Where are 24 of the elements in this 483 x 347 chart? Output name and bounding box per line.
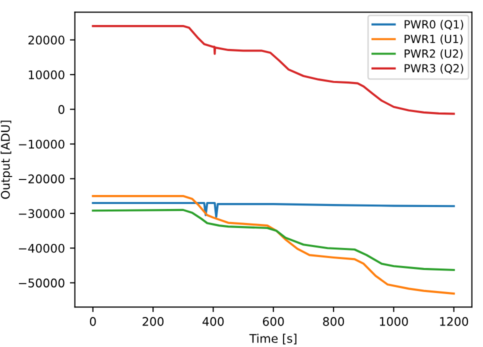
legend-label: PWR2 (U2): [404, 49, 463, 60]
x-tick-label: 800: [323, 317, 344, 326]
y-tick-label: −10000: [18, 140, 64, 149]
y-tick-label: 20000: [28, 36, 64, 45]
y-tick-label: 10000: [28, 70, 64, 80]
legend-label: PWR3 (Q2): [404, 64, 464, 74]
legend-label: PWR1 (U1): [404, 34, 463, 44]
y-tick-label: −30000: [18, 209, 64, 218]
x-tick-label: 400: [202, 317, 224, 326]
x-axis-title: Time [s]: [249, 334, 296, 344]
y-tick-label: 0: [58, 105, 64, 114]
y-tick-label: −40000: [18, 244, 64, 253]
y-tick-label: −20000: [18, 174, 64, 184]
x-tick-label: 200: [142, 317, 164, 326]
y-tick-label: −50000: [18, 278, 64, 288]
line-series: [92, 202, 455, 218]
x-tick-label: 600: [262, 317, 284, 326]
legend-label: PWR0 (Q1): [404, 20, 464, 30]
line-series: [92, 208, 455, 272]
line-series: [92, 195, 455, 295]
x-tick-label: 1000: [380, 317, 408, 326]
x-tick-label: 0: [90, 317, 96, 326]
y-axis-title: Output [ADU]: [0, 120, 12, 199]
x-tick-label: 1200: [440, 317, 468, 326]
